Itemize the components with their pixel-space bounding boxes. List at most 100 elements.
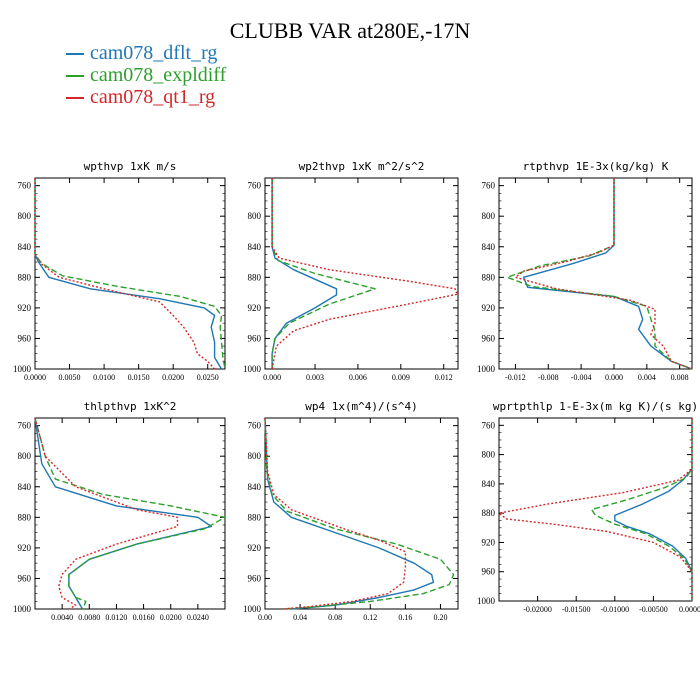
panel-title: thlpthvp 1xK^2: [84, 400, 177, 413]
legend-swatch-qt1-rg: [66, 97, 84, 100]
y-tick-label: 800: [18, 211, 32, 221]
y-tick-label: 960: [18, 573, 32, 583]
y-tick-label: 760: [482, 420, 496, 430]
x-tick-label: -0.00500: [639, 605, 668, 614]
x-tick-label: -0.01500: [562, 605, 591, 614]
x-tick-label: 0.08: [328, 613, 342, 622]
x-tick-label: 0.0240: [187, 613, 209, 622]
y-tick-label: 920: [18, 303, 32, 313]
plot-frame: [498, 417, 693, 602]
legend-item-expldiff: cam078_expldiff: [66, 64, 226, 86]
y-tick-label: 1000: [13, 604, 32, 614]
series-line-cam078-dflt-rg: [522, 178, 693, 370]
series-line-cam078-expldiff: [506, 178, 693, 370]
x-tick-label: 0.0080: [78, 613, 100, 622]
x-tick-label: 0.0250: [197, 373, 219, 382]
panel-1: wp2thvp 1xK m^2/s^2 760 800 840 880 920 960 100…: [243, 160, 459, 382]
y-tick-label: 880: [248, 272, 262, 282]
x-tick-label: 0.012: [435, 373, 453, 382]
y-tick-label: 800: [482, 211, 496, 221]
x-tick-label: 0.04: [293, 613, 307, 622]
series-line-cam078-qt1-rg: [498, 418, 693, 601]
series-line-cam078-expldiff: [590, 418, 693, 601]
x-tick-label: 0.12: [363, 613, 377, 622]
x-tick-label: 0.0200: [162, 373, 184, 382]
y-tick-label: 920: [248, 543, 262, 553]
legend-item-dflt-rg: cam078_dflt_rg: [66, 42, 226, 64]
panel-title: rtpthvp 1E-3x(kg/kg) K: [523, 160, 669, 173]
x-tick-label: -0.008: [538, 373, 559, 382]
legend-label-expldiff: cam078_expldiff: [90, 64, 227, 86]
y-tick-label: 760: [18, 421, 32, 431]
y-tick-label: 840: [482, 242, 496, 252]
y-tick-label: 800: [18, 451, 32, 461]
series-line-cam078-qt1-rg: [34, 178, 216, 370]
y-tick-label: 800: [248, 451, 262, 461]
y-tick-label: 1000: [477, 364, 496, 374]
panel-title: wprtpthlp 1-E-3x(m kg K)/(s kg): [493, 400, 698, 413]
x-tick-label: 0.009: [392, 373, 410, 382]
x-tick-label: 0.000: [605, 373, 623, 382]
legend-swatch-dflt-rg: [66, 53, 84, 56]
panel-4: wp4 1x(m^4)/(s^4)76080084088092096010000…: [243, 400, 459, 622]
y-tick-label: 960: [18, 333, 32, 343]
plot-frame: [34, 177, 226, 370]
y-tick-label: 1000: [243, 364, 262, 374]
panel-2: rtpthvp 1E-3x(kg/kg) K 760 800 840 880 920 960…: [477, 160, 693, 382]
series-line-cam078-dflt-rg: [614, 418, 693, 601]
legend-label-dflt-rg: cam078_dflt_rg: [90, 42, 218, 64]
plot-frame: [34, 417, 226, 610]
x-tick-label: -0.004: [571, 373, 592, 382]
x-tick-label: 0.0120: [105, 613, 127, 622]
y-tick-label: 920: [18, 543, 32, 553]
panel-title: wp4 1x(m^4)/(s^4): [305, 400, 418, 413]
y-tick-label: 760: [248, 421, 262, 431]
legend-label-qt1-rg: cam078_qt1_rg: [90, 86, 216, 108]
x-tick-label: 0.0160: [133, 613, 155, 622]
y-tick-label: 920: [482, 303, 496, 313]
series-line-cam078-dflt-rg: [34, 178, 223, 370]
x-tick-label: 0.0000: [24, 373, 46, 382]
y-tick-label: 760: [18, 181, 32, 191]
plot-frame: [264, 417, 459, 610]
panel-3: thlpthvp 1xK^2 760 800 840 880 920 960 1000 0.00…: [13, 400, 226, 622]
y-tick-label: 880: [18, 512, 32, 522]
x-tick-label: -0.02000: [523, 605, 552, 614]
series-line-cam078-qt1-rg: [264, 417, 407, 610]
panel-0: wpthvp 1xK m/s76080084088092096010000.00…: [13, 160, 226, 382]
x-tick-label: 0.006: [349, 373, 367, 382]
plot-frame: [264, 177, 459, 370]
y-tick-label: 960: [248, 333, 262, 343]
x-tick-label: 0.000: [263, 373, 281, 382]
y-tick-label: 840: [248, 242, 262, 252]
y-tick-label: 1000: [477, 596, 496, 606]
y-tick-label: 960: [482, 333, 496, 343]
x-tick-label: -0.012: [505, 373, 526, 382]
y-tick-label: 840: [482, 479, 496, 489]
y-tick-label: 800: [248, 211, 262, 221]
panel-title: wpthvp 1xK m/s: [84, 160, 177, 173]
legend-swatch-expldiff: [66, 75, 84, 78]
x-tick-label: 0.004: [638, 373, 656, 382]
y-tick-label: 760: [482, 181, 496, 191]
y-tick-label: 920: [482, 537, 496, 547]
series-line-cam078-dflt-rg: [34, 417, 213, 610]
y-tick-label: 960: [482, 567, 496, 577]
panel-5: wprtpthlp 1-E-3x(m kg K)/(s kg) 760 800 840…: [477, 400, 700, 614]
x-tick-label: 0.0050: [59, 373, 81, 382]
series-line-cam078-qt1-rg: [34, 417, 179, 610]
figure-title: CLUBB VAR at280E,-17N: [229, 18, 471, 43]
x-tick-label: -0.01000: [600, 605, 629, 614]
x-tick-label: 0.003: [306, 373, 324, 382]
y-tick-label: 880: [482, 272, 496, 282]
series-line-cam078-expldiff: [264, 417, 455, 610]
plot-frame: [498, 177, 693, 370]
legend-item-qt1-rg: cam078_qt1_rg: [66, 86, 226, 108]
y-tick-label: 840: [248, 482, 262, 492]
x-tick-label: 0.0100: [93, 373, 115, 382]
series-line-cam078-expldiff: [34, 417, 226, 610]
x-tick-label: 0.0200: [160, 613, 182, 622]
y-tick-label: 760: [248, 181, 262, 191]
series-line-cam078-qt1-rg: [271, 178, 459, 370]
